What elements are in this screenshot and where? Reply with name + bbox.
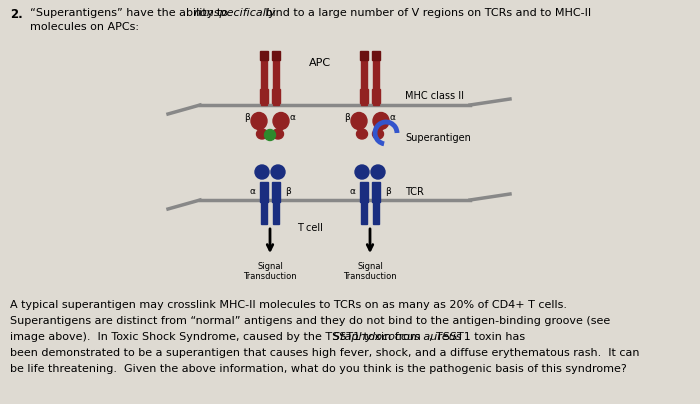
Bar bbox=[373, 60, 379, 105]
Bar bbox=[261, 202, 267, 224]
Ellipse shape bbox=[273, 112, 289, 130]
Ellipse shape bbox=[351, 112, 367, 130]
Text: Superantigens are distinct from “normal” antigens and they do not bind to the an: Superantigens are distinct from “normal”… bbox=[10, 316, 610, 326]
Bar bbox=[373, 202, 379, 224]
Text: bind to a large number of V regions on TCRs and to MHC-II: bind to a large number of V regions on T… bbox=[262, 8, 592, 18]
Ellipse shape bbox=[272, 129, 284, 139]
Text: MHC class II: MHC class II bbox=[405, 91, 464, 101]
Text: been demonstrated to be a superantigen that causes high fever, shock, and a diff: been demonstrated to be a superantigen t… bbox=[10, 348, 640, 358]
Bar bbox=[273, 60, 279, 105]
Ellipse shape bbox=[373, 112, 389, 130]
Ellipse shape bbox=[251, 112, 267, 130]
Text: β: β bbox=[244, 114, 250, 122]
Bar bbox=[260, 89, 268, 103]
Ellipse shape bbox=[271, 165, 285, 179]
Bar bbox=[272, 182, 280, 202]
Bar bbox=[273, 202, 279, 224]
Text: 2.: 2. bbox=[10, 8, 22, 21]
Text: β: β bbox=[285, 187, 291, 196]
Text: β: β bbox=[385, 187, 391, 196]
Ellipse shape bbox=[371, 165, 385, 179]
Text: α: α bbox=[390, 114, 396, 122]
Ellipse shape bbox=[256, 129, 267, 139]
Bar bbox=[372, 182, 380, 202]
Text: be life threatening.  Given the above information, what do you think is the path: be life threatening. Given the above inf… bbox=[10, 364, 626, 374]
Bar bbox=[372, 89, 380, 103]
Text: A typical superantigen may crosslink MHC-II molecules to TCRs on as many as 20% : A typical superantigen may crosslink MHC… bbox=[10, 300, 567, 310]
Text: “Superantigens” have the ability to: “Superantigens” have the ability to bbox=[30, 8, 232, 18]
Text: α: α bbox=[249, 187, 255, 196]
Text: Superantigen: Superantigen bbox=[405, 133, 471, 143]
Bar bbox=[360, 89, 368, 103]
Text: Signal
Transduction: Signal Transduction bbox=[343, 262, 397, 282]
Text: image above).  In Toxic Shock Syndrome, caused by the TSST1 toxin from: image above). In Toxic Shock Syndrome, c… bbox=[10, 332, 424, 342]
Ellipse shape bbox=[355, 165, 369, 179]
Text: α: α bbox=[349, 187, 355, 196]
Bar bbox=[260, 51, 268, 60]
Text: T cell: T cell bbox=[297, 223, 323, 233]
Text: TCR: TCR bbox=[405, 187, 424, 197]
Ellipse shape bbox=[356, 129, 368, 139]
Text: β: β bbox=[344, 114, 350, 122]
Ellipse shape bbox=[255, 165, 269, 179]
Bar bbox=[260, 182, 268, 202]
Text: , TSST1 toxin has: , TSST1 toxin has bbox=[428, 332, 525, 342]
Bar bbox=[272, 51, 280, 60]
Bar bbox=[360, 51, 368, 60]
Bar bbox=[361, 60, 367, 105]
Bar bbox=[261, 60, 267, 105]
Text: Signal
Transduction: Signal Transduction bbox=[243, 262, 297, 282]
Text: APC: APC bbox=[309, 58, 331, 68]
Ellipse shape bbox=[372, 129, 384, 139]
Text: Staphylococcus aureus: Staphylococcus aureus bbox=[333, 332, 461, 342]
Bar bbox=[361, 202, 367, 224]
Text: molecules on APCs:: molecules on APCs: bbox=[30, 22, 139, 32]
Text: nonspecifically: nonspecifically bbox=[194, 8, 276, 18]
Bar bbox=[272, 89, 280, 103]
Bar bbox=[360, 182, 368, 202]
Ellipse shape bbox=[265, 130, 276, 141]
Bar bbox=[372, 51, 380, 60]
Text: α: α bbox=[290, 114, 296, 122]
